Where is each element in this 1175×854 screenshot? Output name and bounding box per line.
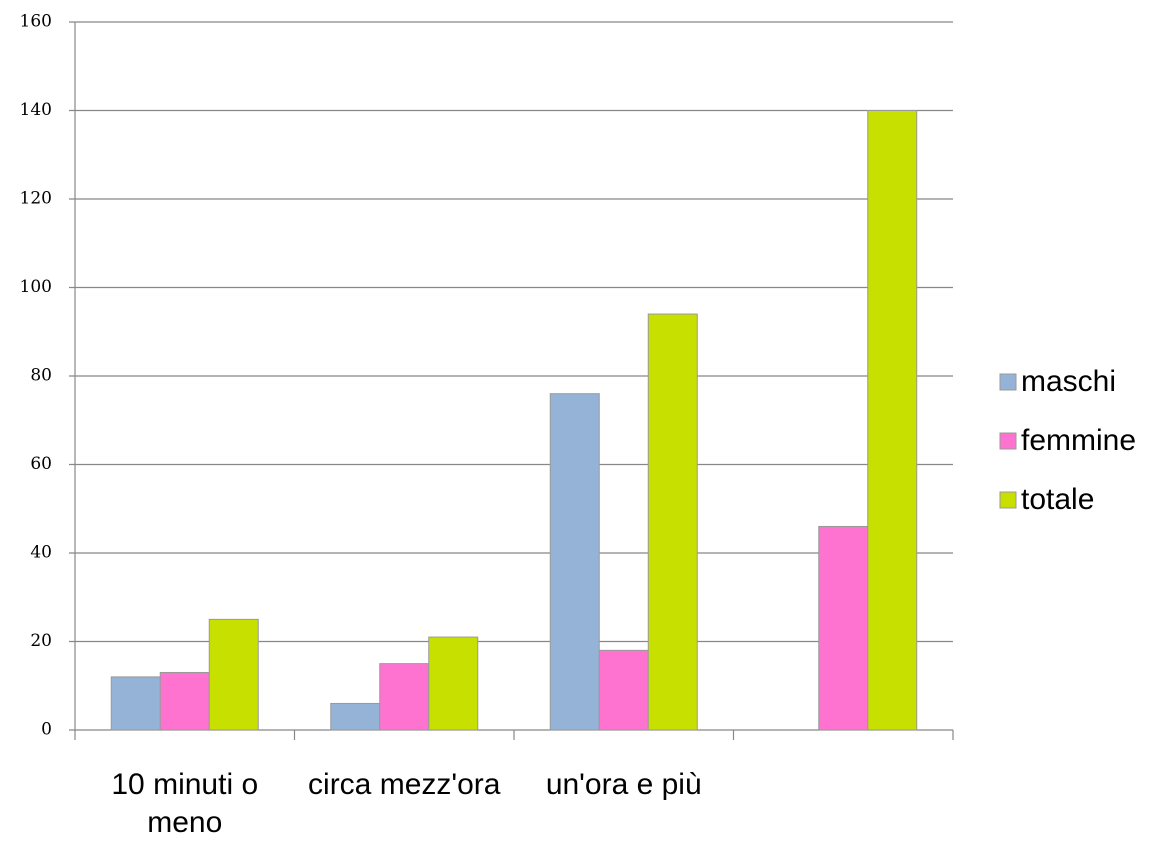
legend-swatch [999, 432, 1017, 450]
legend-label: maschi [1021, 365, 1116, 398]
bar [379, 663, 430, 731]
y-tick-label: 0 [41, 720, 52, 740]
x-tick-label: un'ora e più [545, 768, 702, 801]
legend-label: totale [1021, 483, 1094, 516]
bar [428, 636, 479, 731]
bar [159, 671, 210, 731]
y-tick-label: 160 [20, 12, 52, 32]
legend-swatch [999, 373, 1017, 391]
y-tick-label: 140 [20, 100, 52, 120]
bar [647, 313, 698, 731]
x-tick-label: circa mezz'ora [308, 768, 501, 801]
bar [110, 676, 161, 731]
y-tick-label: 40 [30, 543, 52, 563]
legend-swatch [999, 491, 1017, 509]
legend-label: femmine [1021, 424, 1136, 457]
bar [818, 525, 869, 731]
bar [549, 393, 600, 731]
bar [867, 110, 918, 731]
y-tick-label: 120 [20, 189, 52, 209]
y-tick-label: 100 [20, 277, 52, 297]
bar [598, 649, 649, 731]
y-tick-label: 60 [30, 454, 52, 474]
x-tick-label: 10 minuti o meno [111, 768, 259, 839]
y-tick-label: 80 [30, 366, 52, 386]
y-tick-label: 20 [30, 631, 52, 651]
bar [330, 702, 381, 731]
bar [208, 618, 259, 731]
